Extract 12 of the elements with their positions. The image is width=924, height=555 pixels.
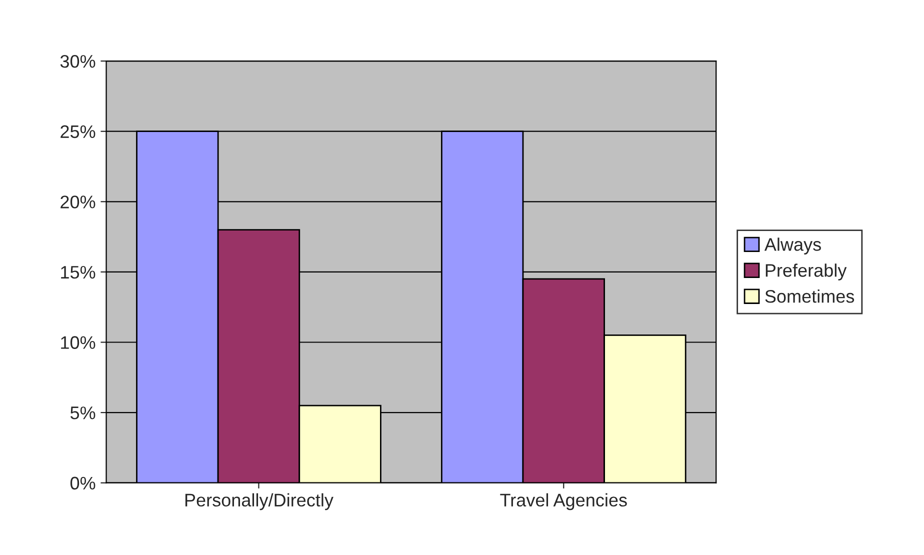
legend-label: Preferably — [766, 264, 847, 280]
y-tick-label: 20% — [60, 196, 96, 208]
legend-label: Sometimes — [765, 290, 854, 303]
y-tick-label: 30% — [60, 54, 96, 68]
legend-label: Always — [764, 238, 821, 254]
y-tick-label: 25% — [60, 125, 96, 138]
y-tick-label: 5% — [70, 406, 96, 420]
x-tick-label: Personally/Directly — [185, 493, 334, 510]
y-tick-label: 0% — [70, 476, 96, 490]
y-tick-label: 10% — [61, 336, 96, 349]
x-tick-label: Travel Agencies — [500, 493, 627, 510]
y-tick-label: 15% — [61, 266, 96, 279]
